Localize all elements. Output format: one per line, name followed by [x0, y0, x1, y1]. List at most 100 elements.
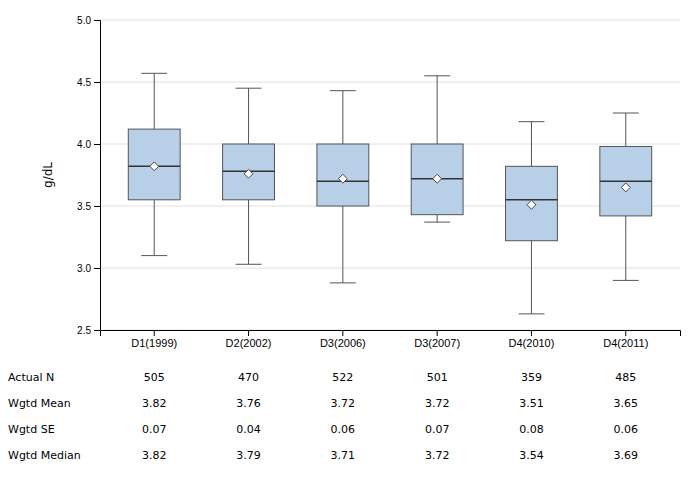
grid-line: [100, 144, 680, 145]
mean-marker: [527, 200, 536, 209]
table-cell: 3.72: [331, 397, 356, 410]
table-cell: 3.82: [142, 397, 167, 410]
tick-mark: [94, 82, 100, 83]
y-tick: 5.0: [77, 15, 100, 26]
axis-line: [101, 331, 681, 337]
box-body: [128, 129, 180, 200]
y-axis: 2.5 3.0 3.5 4.0 4.5 5.0: [77, 15, 100, 336]
tick-label: 4.0: [77, 139, 91, 150]
table-cell: 0.04: [236, 423, 261, 436]
tick-mark: [154, 330, 155, 336]
whisker: [625, 216, 626, 280]
grid-line: [100, 20, 680, 21]
tick-label: D4(2010): [509, 337, 555, 349]
box-body: [600, 146, 652, 215]
x-tick: D2(2002): [226, 330, 272, 349]
whisker: [248, 200, 249, 264]
table-cell: 3.54: [519, 449, 544, 462]
box: [317, 91, 369, 283]
grid-line: [100, 82, 680, 83]
tick-label: D3(2007): [414, 337, 460, 349]
y-tick: 3.5: [77, 201, 100, 212]
table-cell: 0.07: [425, 423, 450, 436]
x-tick: D3(2007): [414, 330, 460, 349]
tick-mark: [94, 330, 100, 331]
whisker: [342, 91, 343, 144]
whisker-cap: [236, 264, 262, 265]
table-row-label: Wgtd Mean: [8, 397, 71, 410]
y-tick: 2.5: [77, 325, 100, 336]
table: Actual N 505 470 522 501 359 485 Wgtd Mean 3.82 3…: [8, 371, 638, 462]
grid-line: [100, 268, 680, 269]
table-cell: 3.72: [425, 397, 450, 410]
tick-label: 3.0: [77, 263, 91, 274]
tick-mark: [94, 206, 100, 207]
tick-mark: [248, 330, 249, 336]
box: [411, 76, 463, 222]
marks: [128, 73, 651, 314]
tick-mark: [437, 330, 438, 336]
tick-label: D4(2011): [603, 337, 648, 349]
table-cell: 3.79: [236, 449, 261, 462]
box-body: [317, 144, 369, 206]
table-cell: 3.76: [236, 397, 261, 410]
mean-marker: [244, 169, 253, 178]
x-tick: D1(1999): [131, 330, 177, 349]
tick-label: 2.5: [77, 325, 91, 336]
table-cell: 522: [332, 371, 353, 384]
whisker-cap: [518, 313, 544, 314]
whisker: [342, 206, 343, 283]
tick-label: 5.0: [77, 15, 91, 26]
mean-marker: [433, 174, 442, 183]
table-cell: 3.65: [614, 397, 639, 410]
table-cell: 3.72: [425, 449, 450, 462]
table-row-label: Wgtd Median: [8, 449, 81, 462]
table-cell: 3.51: [519, 397, 544, 410]
tick-label: 4.5: [77, 77, 91, 88]
table-cell: 501: [427, 371, 448, 384]
x-tick: D3(2006): [320, 330, 366, 349]
whisker-cap: [613, 113, 639, 114]
whisker-cap: [613, 280, 639, 281]
table-cell: 0.07: [142, 423, 167, 436]
table-cell: 3.71: [331, 449, 356, 462]
tick-label: D3(2006): [320, 337, 366, 349]
table-cell: 485: [615, 371, 636, 384]
whisker-cap: [236, 88, 262, 89]
table-cell: 3.69: [614, 449, 639, 462]
table-cell: 0.06: [614, 423, 639, 436]
whisker-cap: [518, 121, 544, 122]
box-body: [223, 144, 275, 200]
box: [600, 113, 652, 280]
whisker: [154, 73, 155, 129]
box: [223, 88, 275, 264]
tick-label: 3.5: [77, 201, 91, 212]
x-axis: D1(1999) D2(2002) D3(2006) D3(2007) D4(2010)…: [101, 330, 681, 349]
whisker: [531, 241, 532, 314]
table-row-label: Actual N: [8, 371, 54, 384]
whisker-cap: [330, 282, 356, 283]
tick-mark: [94, 268, 100, 269]
chart: 2.5 3.0 3.5 4.0 4.5 5.0 D1(1999) D2(2002) D3(200…: [0, 0, 700, 500]
mean-marker: [338, 174, 347, 183]
whisker: [154, 200, 155, 256]
tick-label: D2(2002): [226, 337, 272, 349]
whisker: [531, 122, 532, 167]
grid: [100, 20, 680, 330]
table-cell: 470: [238, 371, 259, 384]
y-axis-title: g/dL: [41, 162, 55, 188]
tick-mark: [94, 20, 100, 21]
tick-mark: [625, 330, 626, 336]
whisker-cap: [141, 73, 167, 74]
box: [506, 122, 558, 314]
grid-line: [100, 206, 680, 207]
whisker-cap: [330, 90, 356, 91]
tick-mark: [342, 330, 343, 336]
whisker-cap: [424, 75, 450, 76]
table-cell: 505: [144, 371, 165, 384]
table-row-label: Wgtd SE: [8, 423, 55, 436]
box-body: [506, 166, 558, 240]
plot-area: 2.5 3.0 3.5 4.0 4.5 5.0 D1(1999) D2(2002) D3(200…: [41, 15, 681, 349]
table-cell: 359: [521, 371, 542, 384]
tick-label: D1(1999): [131, 337, 177, 349]
